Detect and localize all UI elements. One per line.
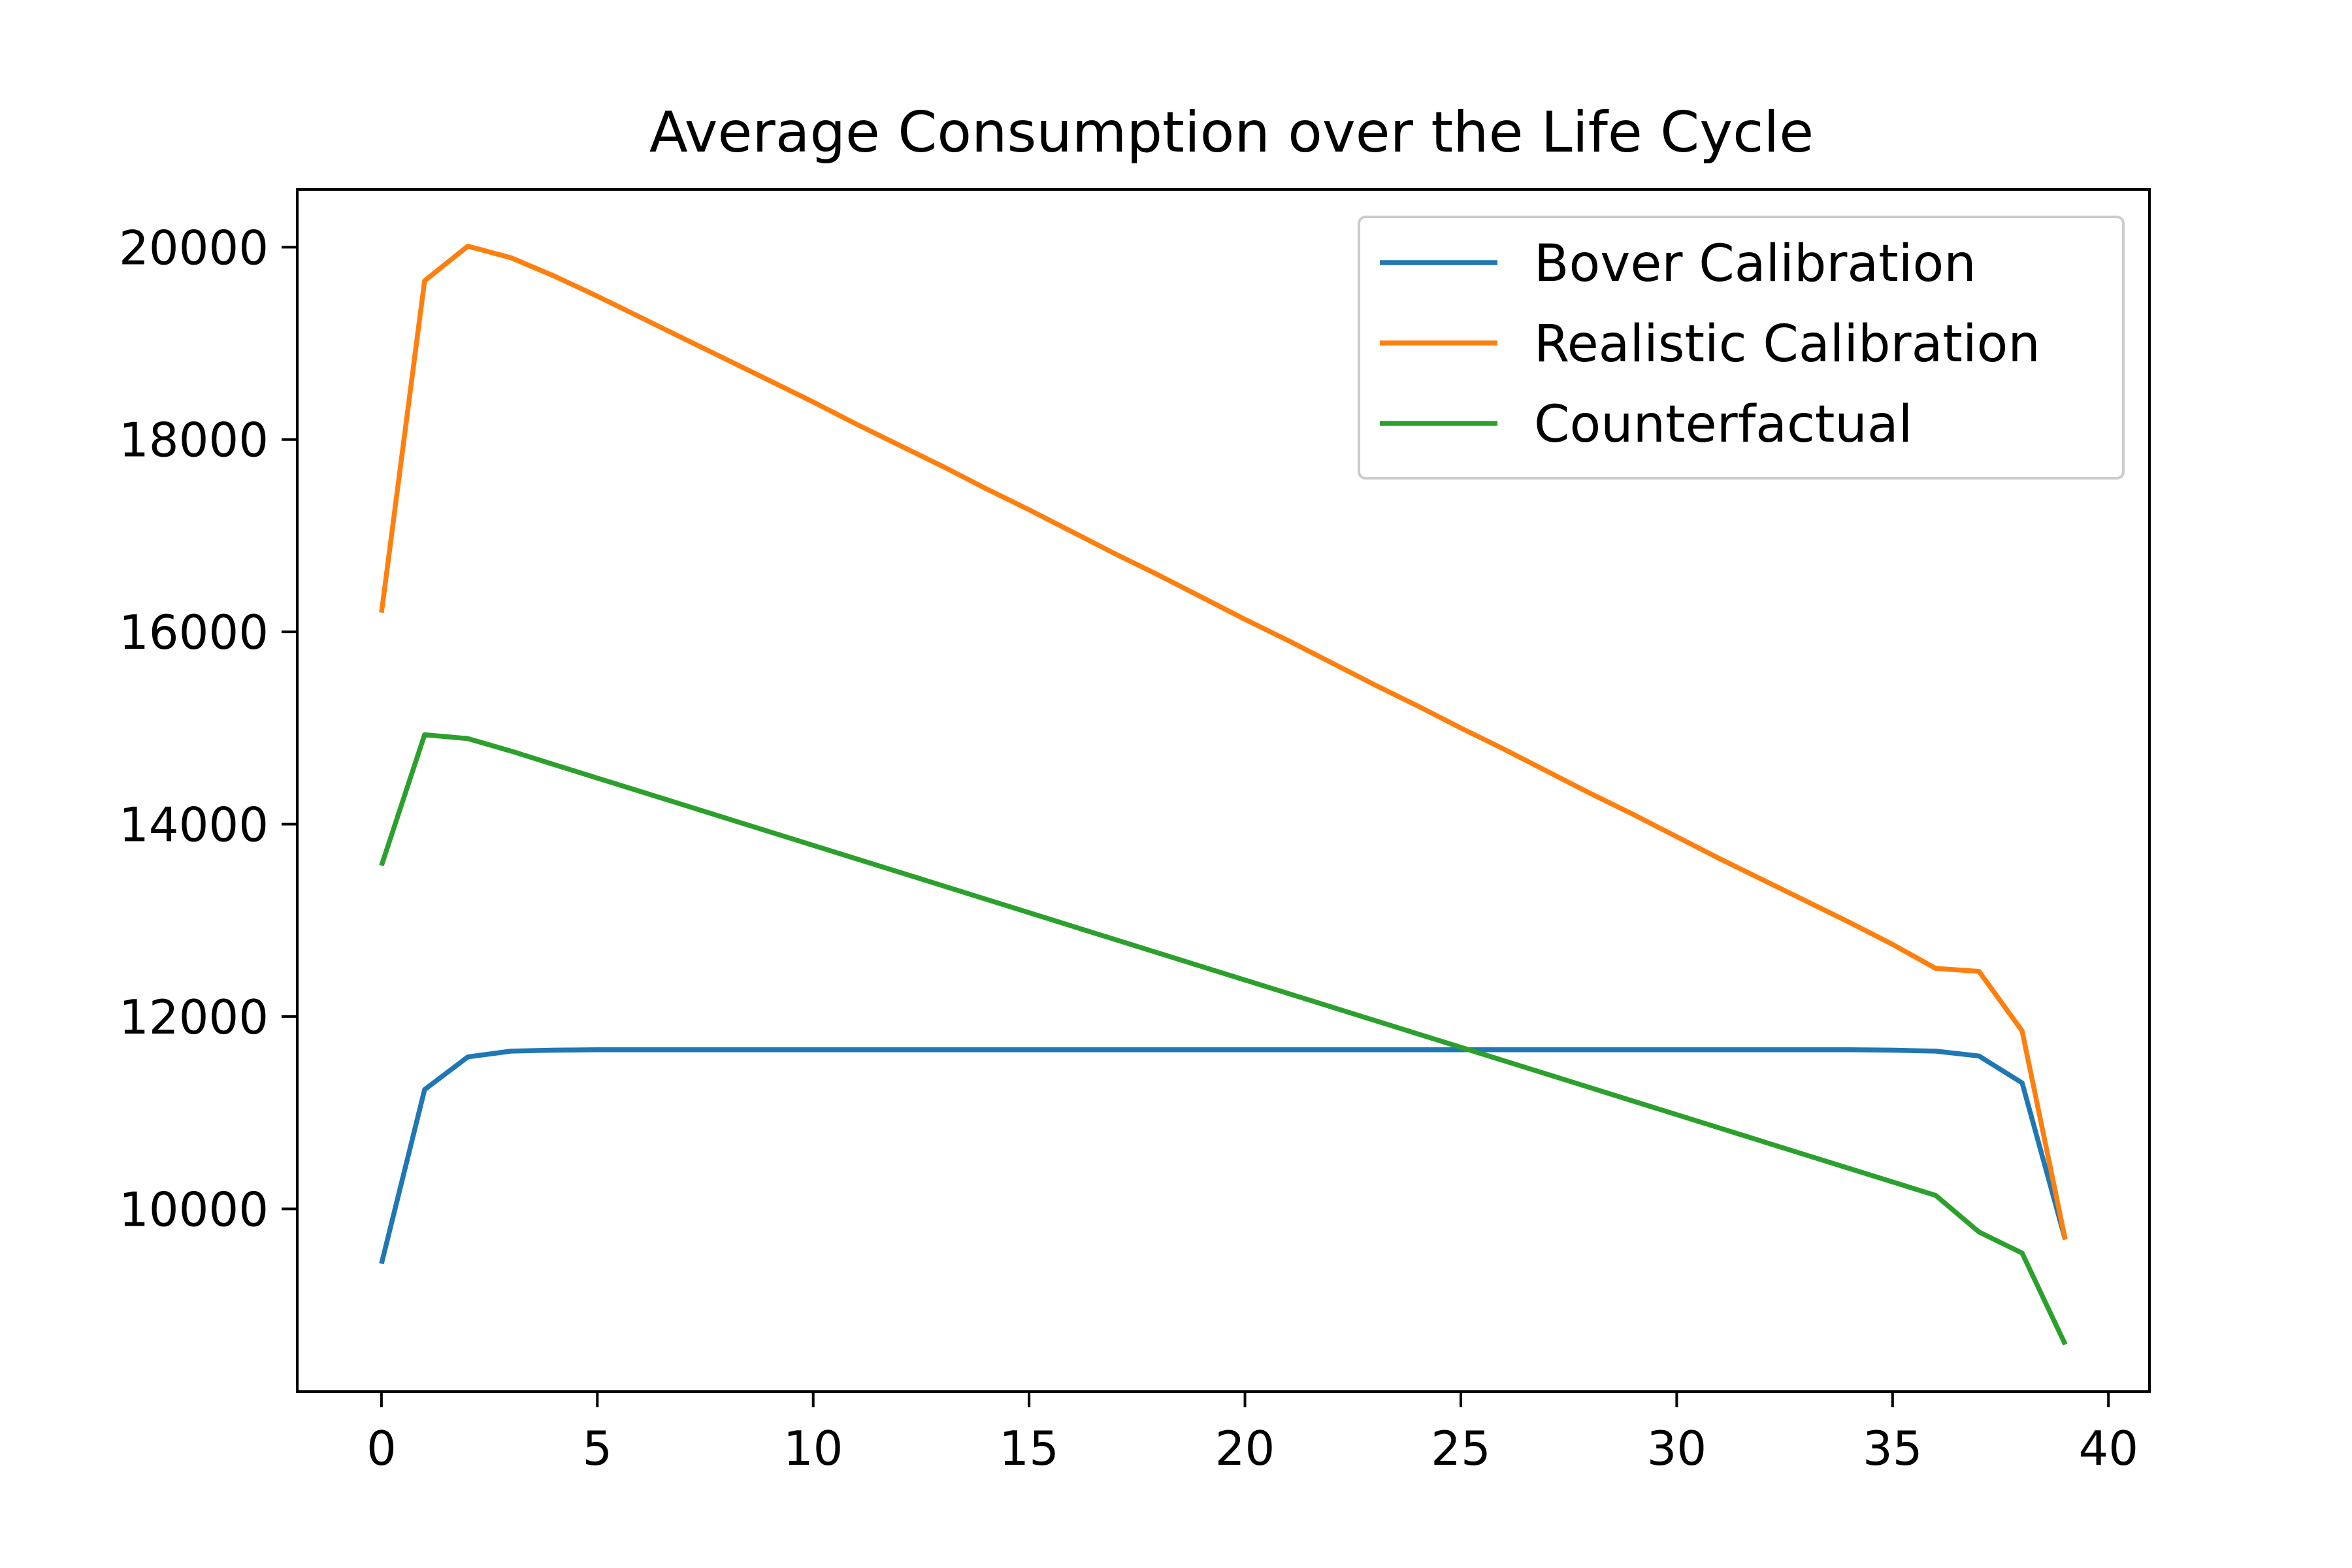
chart-title: Average Consumption over the Life Cycle <box>649 100 1814 165</box>
x-tick-label: 10 <box>783 1421 843 1476</box>
y-tick-label: 14000 <box>119 798 269 853</box>
x-tick-label: 25 <box>1431 1421 1491 1476</box>
y-tick-label: 18000 <box>119 413 269 468</box>
legend-box <box>1358 216 2125 480</box>
legend: Bover Calibration Realistic Calibration Co… <box>1358 216 2125 480</box>
y-axis: 10000 12000 14000 16000 18000 20000 <box>119 220 297 1237</box>
legend-label: Bover Calibration <box>1534 235 1976 293</box>
x-tick-label: 30 <box>1647 1421 1707 1476</box>
series-line-realistic-calibration <box>379 244 2068 1241</box>
series-line-counterfactual <box>379 732 2068 1346</box>
y-tick-label: 20000 <box>119 220 269 275</box>
legend-label: Realistic Calibration <box>1534 315 2040 374</box>
x-tick-label: 40 <box>2078 1421 2138 1476</box>
y-tick-label: 12000 <box>119 990 269 1045</box>
legend-label: Counterfactual <box>1534 395 1912 454</box>
series-group <box>379 244 2068 1346</box>
axes-frame <box>296 188 2151 1393</box>
x-tick-label: 0 <box>367 1421 397 1476</box>
x-tick-label: 35 <box>1863 1421 1923 1476</box>
x-tick-label: 20 <box>1215 1421 1275 1476</box>
y-tick-label: 10000 <box>119 1182 269 1237</box>
x-tick-label: 15 <box>999 1421 1059 1476</box>
series-line-bover-calibration <box>379 1047 2068 1265</box>
y-tick-label: 16000 <box>119 605 269 660</box>
x-axis: 0 5 10 15 20 25 30 35 40 <box>367 1392 2138 1476</box>
x-tick-label: 5 <box>582 1421 612 1476</box>
